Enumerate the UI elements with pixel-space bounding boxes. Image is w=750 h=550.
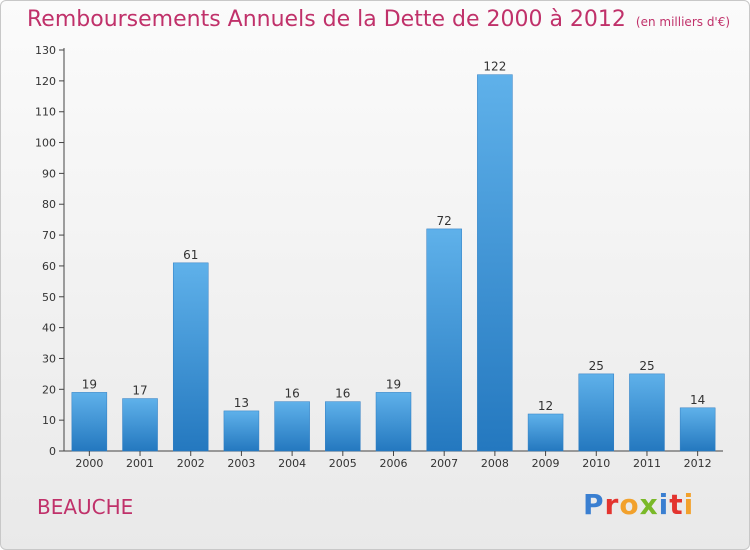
bar-value-label: 16 (284, 387, 299, 401)
logo-letter: i (658, 488, 670, 521)
x-tick-label: 2003 (227, 457, 255, 470)
bar (477, 74, 513, 452)
x-tick-label: 2002 (177, 457, 205, 470)
x-tick-label: 2008 (481, 457, 509, 470)
y-tick-label: 20 (42, 383, 56, 396)
x-tick-label: 2007 (430, 457, 458, 470)
x-tick-label: 2011 (633, 457, 661, 470)
bar (274, 401, 310, 452)
bar (578, 373, 615, 452)
bar-value-label: 25 (639, 359, 654, 373)
bar-value-label: 13 (234, 396, 249, 410)
bar (375, 392, 412, 452)
y-tick-label: 40 (42, 322, 56, 335)
y-tick-label: 100 (35, 137, 56, 150)
y-tick-label: 120 (35, 75, 56, 88)
bar (426, 228, 462, 452)
bar (679, 407, 716, 452)
bar (223, 410, 260, 452)
bar (527, 413, 564, 452)
bar (629, 373, 665, 452)
x-tick-label: 2000 (75, 457, 103, 470)
y-tick-label: 110 (35, 106, 56, 119)
x-tick-label: 2012 (684, 457, 712, 470)
logo-letter: t (669, 488, 684, 521)
bar-value-label: 14 (690, 393, 705, 407)
bar-value-label: 12 (538, 399, 553, 413)
bar-value-label: 17 (132, 384, 147, 398)
y-tick-label: 90 (42, 167, 56, 180)
y-tick-label: 30 (42, 352, 56, 365)
bar-value-label: 19 (386, 377, 401, 391)
logo-letter: i (683, 488, 695, 521)
x-tick-label: 2009 (532, 457, 560, 470)
logo-letter: P (583, 488, 605, 521)
y-tick-label: 0 (49, 445, 56, 458)
y-tick-label: 130 (35, 44, 56, 57)
bar-value-label: 61 (183, 248, 198, 262)
y-tick-label: 70 (42, 229, 56, 242)
chart-title: Remboursements Annuels de la Dette de 20… (27, 7, 730, 32)
bar-value-label: 122 (483, 60, 506, 74)
bar (71, 392, 108, 452)
logo-letter: o (619, 488, 640, 521)
bar (122, 398, 158, 452)
x-tick-label: 2001 (126, 457, 154, 470)
chart-unit: (en milliers d'€) (635, 15, 731, 29)
bar-value-label: 72 (437, 214, 452, 228)
x-tick-label: 2004 (278, 457, 306, 470)
y-tick-label: 50 (42, 291, 56, 304)
y-tick-label: 80 (42, 198, 56, 211)
bar-value-label: 16 (335, 387, 350, 401)
proxiti-logo: Proxiti (583, 488, 694, 521)
bar-value-label: 19 (82, 377, 97, 391)
logo-letter: r (604, 488, 620, 521)
logo-letter: x (639, 488, 659, 521)
bar (172, 262, 209, 452)
x-tick-label: 2010 (582, 457, 610, 470)
bar-value-label: 25 (589, 359, 604, 373)
y-tick-label: 10 (42, 414, 56, 427)
y-tick-label: 60 (42, 260, 56, 273)
chart-title-text: Remboursements Annuels de la Dette de 20… (27, 7, 626, 32)
bar (325, 401, 361, 452)
commune-name: BEAUCHE (37, 495, 134, 519)
x-tick-label: 2005 (329, 457, 357, 470)
x-tick-label: 2006 (380, 457, 408, 470)
